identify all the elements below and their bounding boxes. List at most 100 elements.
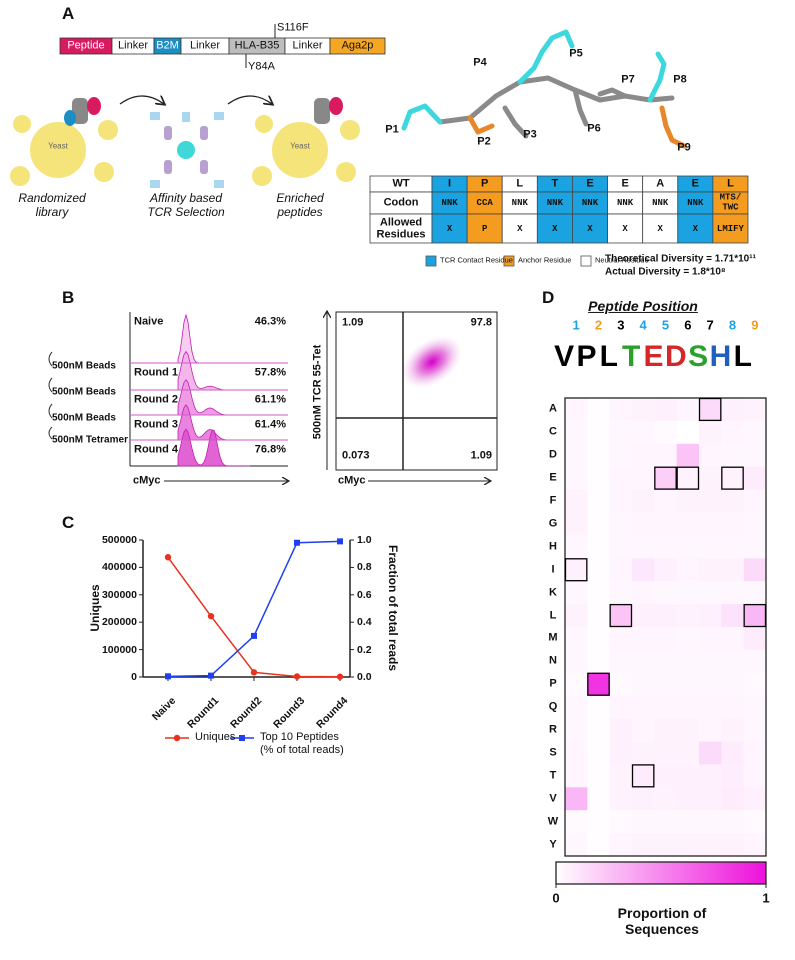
heat-cell: [721, 443, 744, 467]
heat-cell: [632, 649, 655, 674]
heat-cell: [587, 627, 610, 651]
heat-cell: [743, 649, 767, 674]
position-label: 6: [684, 317, 692, 333]
heat-cell: [721, 512, 744, 536]
antibody-icon: [214, 180, 224, 188]
heat-cell: [609, 718, 633, 742]
heat-cell: [699, 489, 722, 513]
marker: [251, 632, 257, 639]
table-text: X: [517, 223, 523, 234]
colorbar: [555, 861, 767, 885]
wt-outline: [698, 397, 722, 422]
table-text: MTS/ TWC: [719, 192, 742, 213]
legend-label: Uniques: [195, 731, 236, 743]
heat-cell: [565, 741, 588, 765]
wt-outline: [743, 603, 767, 628]
legend-marker: [173, 734, 181, 742]
wt-outline: [721, 466, 744, 490]
logo-letter: L: [733, 340, 752, 373]
heat-cell: [699, 535, 722, 559]
heat-cell: [654, 833, 677, 857]
structure-label: P3: [523, 128, 537, 141]
heat-cell: [721, 741, 744, 765]
heat-cell: [676, 833, 700, 857]
heat-cell: [654, 420, 677, 445]
heat-cell: [699, 443, 722, 467]
percent-label: 57.8%: [254, 366, 286, 379]
cell-label: Yeast: [48, 141, 68, 151]
condition-label: 500nM Beads: [52, 360, 116, 372]
panel-label: C: [62, 513, 75, 533]
row-label: W: [547, 815, 559, 828]
marker: [208, 672, 214, 679]
heat-cell: [654, 512, 677, 536]
row-label: H: [549, 540, 557, 553]
heat-cell: [654, 581, 677, 605]
heat-cell: [743, 627, 767, 651]
heat-cell: [676, 718, 700, 742]
axis-label: 500nM TCR 55-Tet: [311, 344, 324, 440]
table-cell: [466, 213, 503, 244]
structure-label: P8: [673, 73, 687, 86]
heat-cell: [609, 443, 633, 467]
y2-tick-label: 0.0: [357, 670, 372, 683]
table-cell: [536, 213, 573, 244]
row-label: Round 4: [134, 443, 178, 456]
heat-cell: [676, 581, 700, 605]
legend-label: Anchor Residue: [518, 255, 572, 265]
heat-cell: [632, 741, 655, 765]
antibody-icon: [150, 112, 160, 120]
heat-cell: [721, 649, 744, 674]
heat-cell: [609, 810, 633, 834]
heat-cell: [632, 764, 655, 788]
construct-label: HLA-B35: [234, 39, 280, 52]
peptide-structure: [401, 29, 687, 149]
yeast-cell: [272, 122, 328, 178]
panel-label: D: [542, 288, 555, 308]
step-label: Randomized library: [18, 191, 86, 219]
structure-label: P4: [473, 56, 487, 69]
position-label: 5: [661, 317, 670, 333]
table-cell: [712, 213, 749, 244]
heat-cell: [609, 466, 633, 490]
position-label: 2: [594, 317, 603, 333]
heat-cell: [699, 695, 722, 719]
table-cell: [369, 213, 433, 244]
wt-outline: [587, 672, 610, 696]
legend-swatch: [503, 255, 515, 267]
heat-cell: [565, 604, 588, 628]
side-chain: [597, 87, 628, 99]
legend-label: Top 10 Peptides (% of total reads): [260, 731, 344, 756]
table-text: E: [691, 177, 699, 190]
heat-cell: [587, 466, 610, 490]
heat-cell: [721, 787, 744, 811]
structure-label: P5: [569, 47, 583, 60]
construct-label: Linker: [190, 39, 220, 52]
percent-label: 46.3%: [254, 315, 286, 328]
heat-cell: [609, 833, 633, 857]
heat-cell: [587, 604, 610, 628]
heat-cell: [654, 604, 677, 628]
marker: [336, 673, 344, 680]
heat-cell: [565, 512, 588, 536]
table-text: X: [622, 223, 628, 234]
heat-cell: [565, 718, 588, 742]
y2-tick-label: 0.6: [357, 588, 372, 601]
heat-cell: [699, 810, 722, 834]
heat-cell: [743, 672, 767, 696]
y2-tick-label: 1.0: [357, 533, 372, 546]
heat-cell: [676, 420, 700, 445]
heat-cell: [632, 535, 655, 559]
y2-axis-label: Fraction of total reads: [385, 544, 400, 672]
row-label: A: [549, 403, 557, 416]
yeast-cell: [30, 122, 86, 178]
table-cell: [501, 213, 538, 244]
y-tick-label: 100000: [101, 643, 137, 656]
y-tick-label: 300000: [101, 588, 137, 601]
row-label: D: [549, 448, 557, 461]
heat-cell: [743, 787, 767, 811]
heat-cell: [699, 672, 722, 696]
heat-cell: [743, 833, 767, 857]
heat-cell: [743, 695, 767, 719]
